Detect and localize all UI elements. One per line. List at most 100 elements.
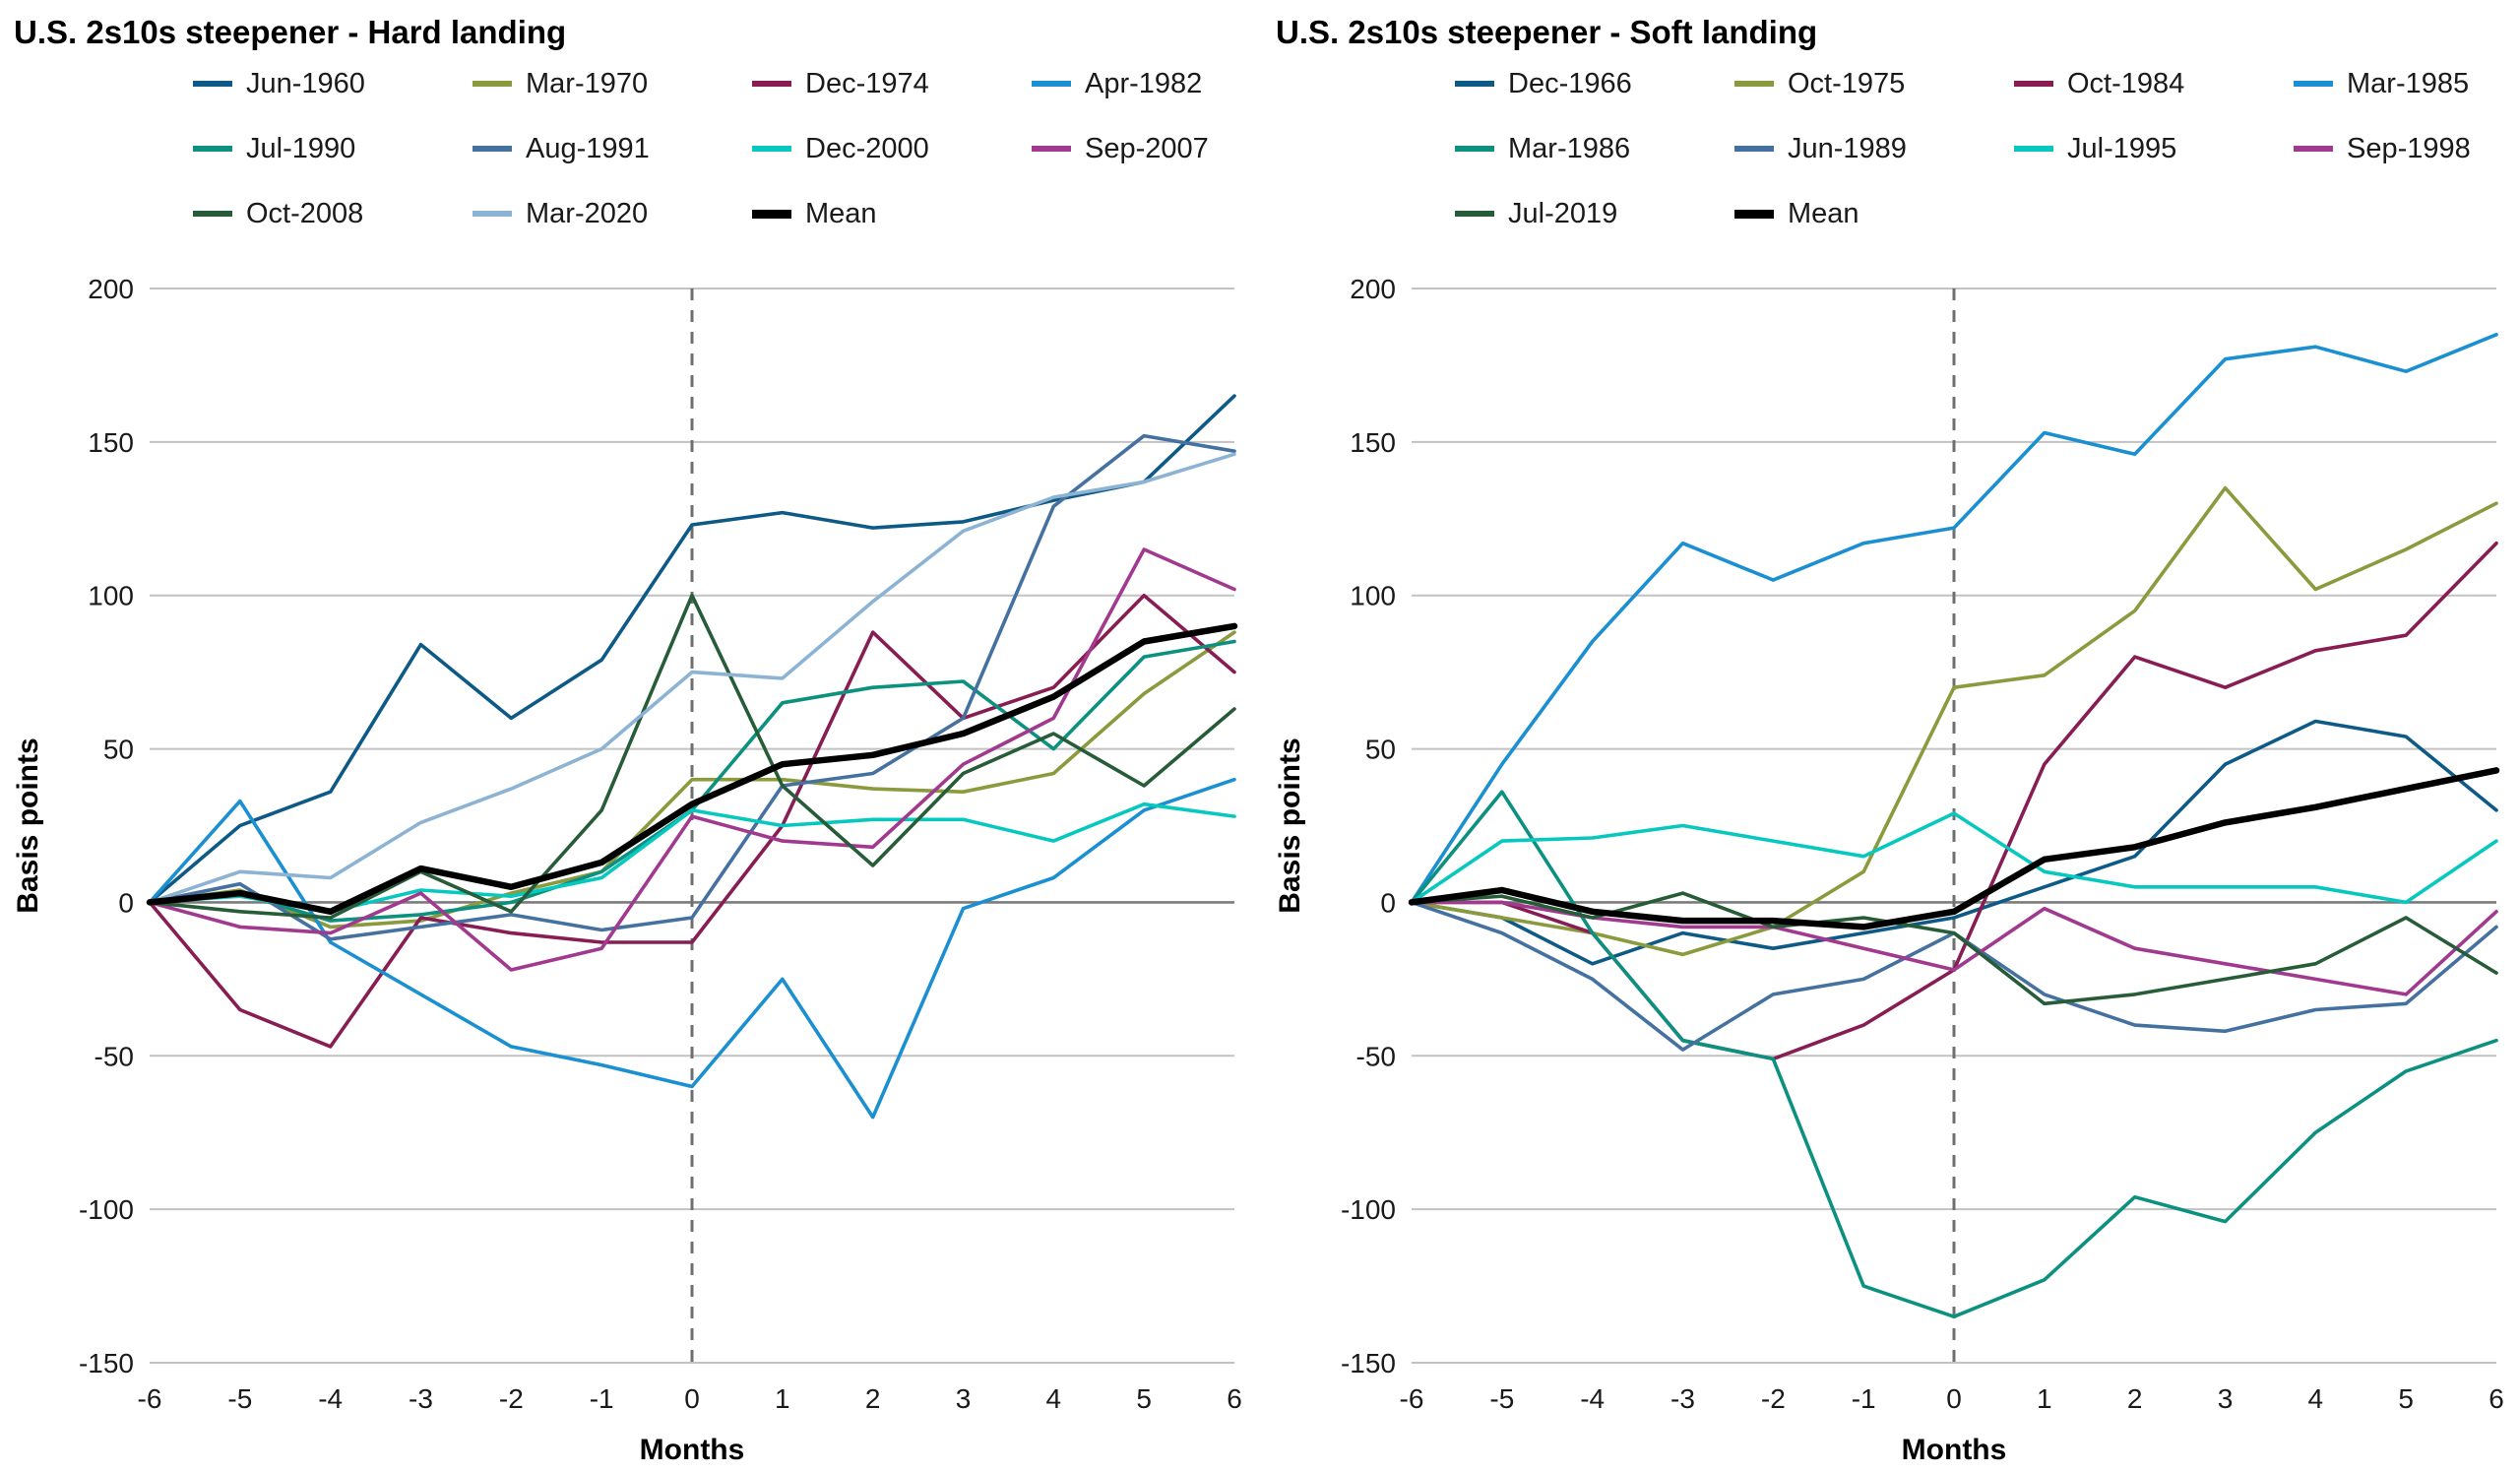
x-tick-label: 0: [1946, 1383, 1962, 1414]
legend-item-jul-1995: Jul-1995: [2014, 129, 2294, 168]
legend-marker-mar-1985: [2294, 81, 2333, 87]
y-tick-label: 200: [1350, 274, 1396, 304]
legend-label: Aug-1991: [526, 132, 650, 164]
series-line-jun-1960: [148, 394, 1236, 905]
x-tick-label: 3: [956, 1383, 972, 1414]
x-tick-label: -3: [1670, 1383, 1695, 1414]
series-line-jul-1995: [1410, 811, 2498, 905]
legend-label: Mar-2020: [526, 197, 649, 229]
x-tick-label: 0: [684, 1383, 700, 1414]
x-tick-label: 6: [1227, 1383, 1242, 1414]
x-tick-label: -3: [409, 1383, 433, 1414]
y-tick-label: 0: [1380, 887, 1396, 918]
legend-item-aug-1991: Aug-1991: [472, 129, 752, 168]
legend-item-dec-1966: Dec-1966: [1455, 64, 1734, 103]
series-line-mean: [1408, 767, 2500, 930]
legend-item-oct-1975: Oct-1975: [1734, 64, 2014, 103]
legend-item-mar-1985: Mar-1985: [2294, 64, 2520, 103]
y-tick-label: -100: [1341, 1194, 1396, 1225]
legend-marker-apr-1982: [1032, 81, 1071, 87]
line-chart-hard-landing: -150 -100 -50 0 50 100 150 200 -6 -5 -4 -3 -2 -1 0 1 2 3 4…: [12, 274, 1242, 1466]
legend-marker-jun-1960: [193, 81, 232, 87]
legend-label: Jul-1990: [246, 132, 356, 164]
x-tick-label: 4: [1046, 1383, 1062, 1414]
legend-marker-oct-1975: [1734, 81, 1774, 87]
y-tick-label: -50: [1356, 1041, 1396, 1071]
y-tick-label: -100: [79, 1194, 134, 1225]
x-tick-label: 5: [1136, 1383, 1152, 1414]
series-line-dec-1974: [148, 593, 1236, 1049]
y-tick-label: 50: [103, 735, 134, 765]
series-line-mar-1986: [1410, 790, 2498, 1318]
y-tick-label: -150: [1341, 1348, 1396, 1378]
x-tick-label: 5: [2398, 1383, 2414, 1414]
legend-label: Jun-1960: [246, 67, 365, 99]
x-axis-title: Months: [1902, 1434, 2007, 1466]
chart-panel-hard-landing: U.S. 2s10s steepener - Hard landing Jun-…: [8, 8, 1250, 1470]
legend-item-dec-1974: Dec-1974: [752, 64, 1032, 103]
legend-marker-mar-1986: [1455, 146, 1494, 152]
x-tick-label: 2: [865, 1383, 881, 1414]
series-line-dec-1966: [1410, 719, 2498, 966]
x-tick-label: 3: [2218, 1383, 2234, 1414]
legend-marker-dec-2000: [752, 146, 791, 152]
legend-marker-jul-2019: [1455, 211, 1494, 217]
legend-item-mar-2020: Mar-2020: [472, 194, 752, 233]
y-tick-label: -50: [94, 1041, 134, 1071]
series-line-sep-2007: [148, 547, 1236, 972]
legend-item-mar-1970: Mar-1970: [472, 64, 752, 103]
legend-label: Mar-1986: [1508, 132, 1631, 164]
legend-label: Mar-1970: [526, 67, 649, 99]
series-line-mar-1985: [1410, 333, 2498, 905]
chart-title-soft-landing: U.S. 2s10s steepener - Soft landing: [1276, 14, 1818, 50]
x-tick-label: -2: [1761, 1383, 1786, 1414]
legend-marker-mar-2020: [472, 211, 512, 217]
legend-item-jul-1990: Jul-1990: [193, 129, 472, 168]
legend-label: Jul-1995: [2067, 132, 2177, 164]
x-tick-label: -1: [1852, 1383, 1876, 1414]
x-tick-label: 4: [2308, 1383, 2324, 1414]
legend-label: Dec-2000: [805, 132, 929, 164]
y-tick-label: 100: [88, 581, 134, 611]
series-line-apr-1982: [148, 777, 1236, 1120]
legend-marker-sep-1998: [2294, 146, 2333, 152]
legend-item-oct-2008: Oct-2008: [193, 194, 472, 233]
legend-marker-jul-1990: [193, 146, 232, 152]
legend-label: Mean: [805, 197, 877, 229]
chart-legend-hard-landing: Jun-1960 Mar-1970 Dec-1974 Apr-1982 Jul-1990…: [193, 64, 1250, 233]
x-tick-label: 1: [2037, 1383, 2052, 1414]
x-tick-label: -5: [227, 1383, 252, 1414]
series-line-mar-1970: [148, 630, 1236, 929]
legend-marker-mean: [752, 209, 791, 219]
legend-item-sep-1998: Sep-1998: [2294, 129, 2520, 168]
legend-label: Jul-2019: [1508, 197, 1618, 229]
legend-label: Sep-2007: [1085, 132, 1209, 164]
x-tick-label: -4: [1580, 1383, 1605, 1414]
chart-legend-soft-landing: Dec-1966 Oct-1975 Oct-1984 Mar-1985 Mar-1986…: [1455, 64, 2512, 233]
legend-item-oct-1984: Oct-1984: [2014, 64, 2294, 103]
x-axis-title: Months: [640, 1434, 745, 1466]
legend-label: Dec-1974: [805, 67, 929, 99]
x-tick-label: 6: [2488, 1383, 2504, 1414]
x-tick-label: 1: [775, 1383, 790, 1414]
legend-item-jun-1989: Jun-1989: [1734, 129, 2014, 168]
legend-item-apr-1982: Apr-1982: [1032, 64, 1311, 103]
legend-marker-oct-2008: [193, 211, 232, 217]
legend-label: Oct-1975: [1788, 67, 1906, 99]
series-line-aug-1991: [148, 433, 1236, 941]
legend-marker-dec-1966: [1455, 81, 1494, 87]
series-line-mar-2020: [148, 452, 1236, 905]
x-tick-label: -6: [138, 1383, 162, 1414]
y-tick-label: 0: [118, 887, 134, 918]
y-tick-label: 150: [88, 427, 134, 458]
legend-label: Oct-2008: [246, 197, 364, 229]
x-tick-label: -4: [318, 1383, 343, 1414]
legend-marker-jun-1989: [1734, 146, 1774, 152]
x-tick-label: -1: [590, 1383, 614, 1414]
legend-label: Oct-1984: [2067, 67, 2185, 99]
legend-item-sep-2007: Sep-2007: [1032, 129, 1311, 168]
series-line-mean: [146, 622, 1238, 916]
legend-item-jun-1960: Jun-1960: [193, 64, 472, 103]
legend-label: Sep-1998: [2347, 132, 2471, 164]
